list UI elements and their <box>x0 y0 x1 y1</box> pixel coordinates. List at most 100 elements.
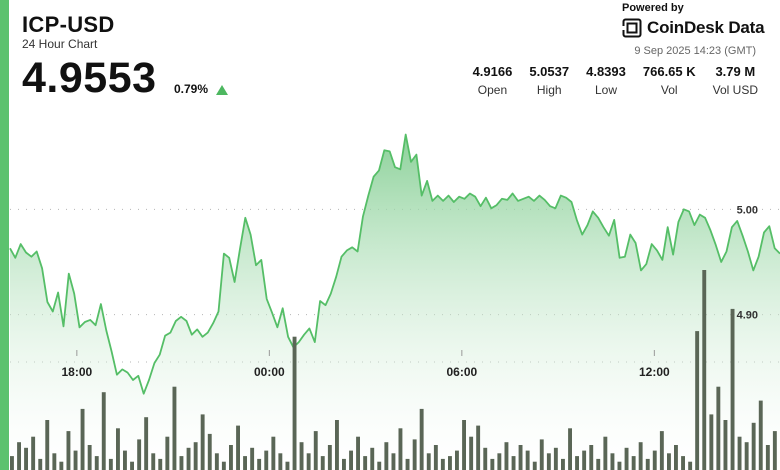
volume-bar <box>87 445 92 470</box>
stat-high-value: 5.0537 <box>529 64 570 79</box>
volume-bar <box>250 447 255 470</box>
volume-bar <box>123 450 127 470</box>
volume-bar <box>377 461 382 470</box>
volume-bar <box>483 447 488 470</box>
volume-bar <box>652 450 657 470</box>
volume-bar <box>617 461 622 470</box>
volume-bar <box>455 450 459 470</box>
volume-bar <box>504 442 509 470</box>
volume-bar <box>186 447 191 470</box>
pair-title: ICP-USD <box>22 12 115 37</box>
stat-vol-usd: 3.79 M Vol USD <box>713 64 758 97</box>
coindesk-logo-icon <box>622 18 642 38</box>
volume-bar <box>596 458 601 470</box>
volume-bar <box>299 442 304 470</box>
volume-bar <box>730 308 735 470</box>
volume-bar <box>610 453 615 470</box>
volume-bar <box>624 447 629 470</box>
volume-bar <box>349 450 353 470</box>
volume-bar <box>66 431 71 470</box>
volume-bar <box>568 428 572 470</box>
volume-bar <box>278 453 283 470</box>
volume-bar <box>462 420 466 470</box>
volume-bar <box>723 420 728 470</box>
volume-bar <box>292 336 297 470</box>
volume-bar <box>490 458 495 470</box>
volume-bar <box>405 458 410 470</box>
x-tick-label: 06:00 <box>446 365 477 379</box>
volume-bar <box>342 458 346 470</box>
volume-bar <box>412 439 417 470</box>
volume-bar <box>73 450 78 470</box>
volume-bar <box>702 270 707 470</box>
volume-bar <box>525 450 530 470</box>
stat-vol-usd-value: 3.79 M <box>715 64 756 79</box>
volume-bar <box>772 431 777 470</box>
brand-name: CoinDesk Data <box>647 18 765 37</box>
volume-bar <box>320 456 325 470</box>
volume-bar <box>116 428 120 470</box>
volume-bar <box>151 453 156 470</box>
volume-bar <box>59 461 64 470</box>
volume-bar <box>313 431 318 470</box>
volume-bar <box>221 461 226 470</box>
volume-bar <box>158 458 163 470</box>
volume-bar <box>659 431 664 470</box>
volume-bar <box>101 392 106 470</box>
chart-subtitle: 24 Hour Chart <box>22 37 98 51</box>
volume-bar <box>243 456 247 470</box>
volume-bar <box>511 456 516 470</box>
x-tick-label: 18:00 <box>61 365 92 379</box>
stat-vol: 766.65 K Vol <box>643 64 696 97</box>
volume-bar <box>356 436 360 470</box>
volume-bar <box>17 442 21 470</box>
volume-bar <box>108 458 113 470</box>
stat-vol-usd-label: Vol USD <box>712 83 758 97</box>
axis-labels: 18:00 00:00 06:00 12:00 5.00 4.90 <box>61 204 758 379</box>
price-line <box>9 133 780 395</box>
volume-bar <box>45 420 50 470</box>
x-tick-label: 12:00 <box>639 365 670 379</box>
x-tick-label: 00:00 <box>254 365 285 379</box>
left-accent-bar <box>0 0 9 470</box>
volume-bar <box>193 442 198 470</box>
volume-bar <box>264 450 269 470</box>
y-tick-label: 5.00 <box>737 204 758 216</box>
volume-bar <box>744 442 749 470</box>
volume-bar <box>306 453 311 470</box>
powered-by-label: Powered by <box>622 2 684 14</box>
price-area-fill <box>10 134 780 470</box>
volume-bar <box>236 425 240 470</box>
volume-bar <box>172 386 177 470</box>
volume-bar <box>539 439 544 470</box>
timestamp: 9 Sep 2025 14:23 (GMT) <box>634 45 756 57</box>
volume-bar <box>137 439 142 470</box>
stat-high-label: High <box>536 83 562 97</box>
volume-bar <box>469 436 474 470</box>
volume-bar <box>589 445 594 470</box>
volume-bar <box>575 456 579 470</box>
volume-bar <box>214 453 219 470</box>
volume-bar <box>582 450 587 470</box>
volume-bar <box>497 453 502 470</box>
price-change-percent: 0.79% <box>174 82 209 96</box>
stat-open-value: 4.9166 <box>472 64 513 79</box>
volume-bar <box>10 456 14 470</box>
coindesk-brand[interactable]: CoinDesk Data <box>622 18 765 38</box>
stat-low-value: 4.8393 <box>586 64 626 79</box>
volume-bar <box>24 447 28 470</box>
volume-bar <box>688 461 693 470</box>
stat-low: 4.8393 Low <box>586 64 626 97</box>
stat-vol-value: 766.65 K <box>642 64 696 79</box>
volume-bar <box>476 425 481 470</box>
volume-bar <box>257 458 262 470</box>
up-arrow-icon <box>216 85 228 95</box>
stat-low-label: Low <box>594 83 617 97</box>
volume-bar <box>31 436 36 470</box>
y-tick-label: 4.90 <box>737 310 758 322</box>
stats-row: 4.9166 Open 5.0537 High 4.8393 Low 766.6… <box>473 64 758 97</box>
volume-bars <box>10 270 777 470</box>
volume-bar <box>631 456 636 470</box>
volume-bar <box>327 445 332 470</box>
